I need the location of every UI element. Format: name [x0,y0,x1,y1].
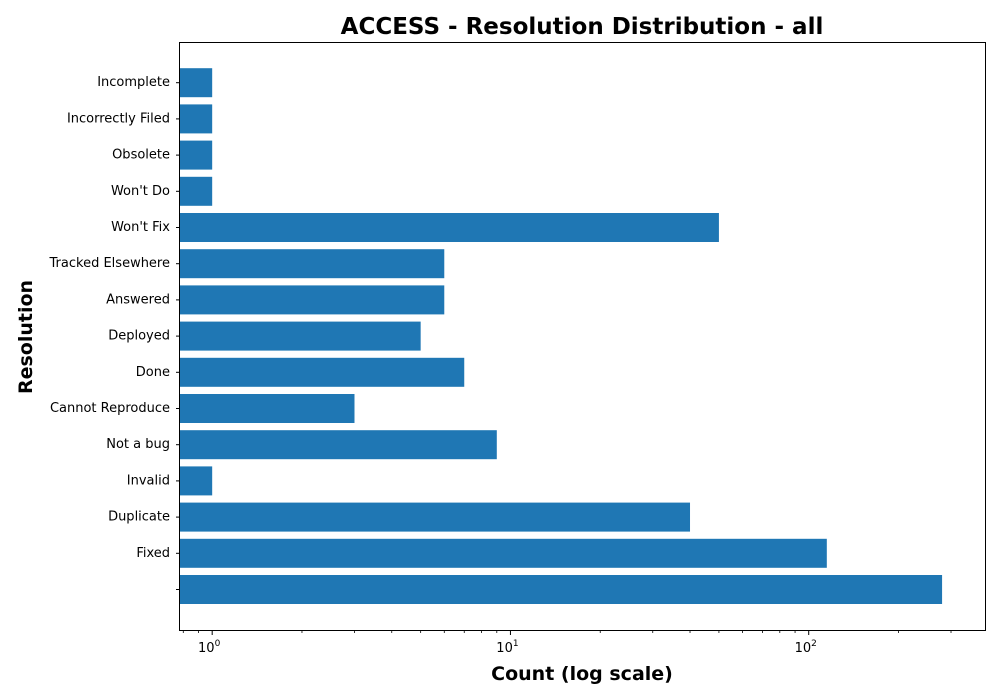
bar-obsolete [180,140,213,170]
bar-duplicate [180,502,691,532]
x-tick-label: 102 [795,639,817,656]
bar-answered [180,285,445,315]
bar-incorrectly-filed [180,104,213,134]
x-axis-label: Count (log scale) [491,663,673,685]
y-tick-label-done: Done [136,365,170,380]
bar-incomplete [180,68,213,98]
y-tick-label-answered: Answered [106,292,170,307]
bar-not-a-bug [180,430,497,460]
y-tick-label-cannot-reproduce: Cannot Reproduce [50,401,170,416]
y-tick-label-tracked-elsewhere: Tracked Elsewhere [49,256,170,271]
y-tick-label-won-t-fix: Won't Fix [111,220,170,235]
y-tick-label-incorrectly-filed: Incorrectly Filed [67,111,170,126]
chart-title: ACCESS - Resolution Distribution - all [341,14,824,40]
bar-done [180,357,465,387]
bar-cannot-reproduce [180,394,355,423]
bar-won-t-fix [180,213,719,242]
bar-won-t-do [180,176,213,206]
y-axis-ticks: Fixed Duplicate Invalid Not a bug Cannot Rep… [49,75,180,590]
y-tick-label-won-t-do: Won't Do [111,184,170,199]
y-tick-label-fixed: Fixed [136,546,170,561]
y-tick-label-not-a-bug: Not a bug [106,437,170,452]
bars-group [180,68,943,604]
y-axis-label: Resolution [15,280,37,394]
bar-deployed [180,321,421,351]
bar-fixed [180,538,827,568]
y-tick-label-obsolete: Obsolete [112,148,170,163]
plot-frame [179,42,986,631]
bar-tracked-elsewhere [180,249,445,279]
x-tick-label: 100 [198,639,221,656]
y-tick-label-invalid: Invalid [127,473,170,488]
y-tick-label-duplicate: Duplicate [108,510,170,525]
bar-blank [180,575,943,604]
x-tick-label: 101 [496,639,518,656]
y-tick-label-deployed: Deployed [108,329,170,344]
y-tick-label-incomplete: Incomplete [97,75,170,90]
x-axis-ticks: 100 101 102 [182,630,952,656]
bar-invalid [180,466,213,496]
